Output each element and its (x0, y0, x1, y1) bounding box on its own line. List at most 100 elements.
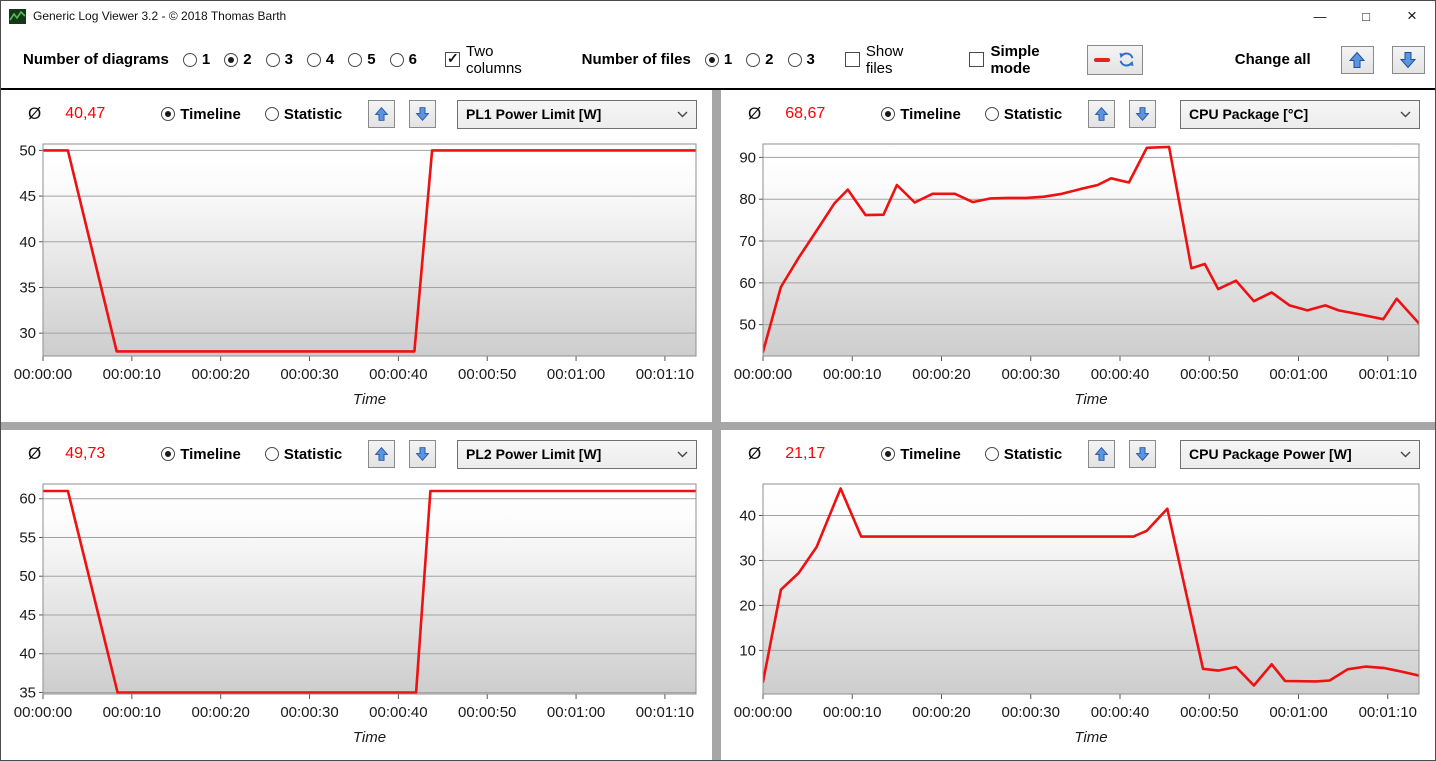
svg-text:00:01:00: 00:01:00 (547, 366, 605, 383)
svg-text:60: 60 (739, 275, 756, 292)
svg-text:00:00:20: 00:00:20 (191, 366, 249, 383)
move-up-button[interactable] (368, 440, 396, 468)
svg-text:00:01:10: 00:01:10 (636, 704, 694, 721)
metric-select-value: PL2 Power Limit [W] (466, 446, 602, 462)
diagram-count-option-4[interactable]: 4 (306, 51, 334, 68)
radio-label: Statistic (283, 445, 343, 463)
svg-text:00:00:00: 00:00:00 (14, 704, 72, 721)
metric-select[interactable]: CPU Package Power [W] (1180, 439, 1420, 469)
file-count-radio-group: 1 2 3 (691, 51, 815, 68)
chevron-down-icon (677, 451, 688, 457)
metric-select[interactable]: PL2 Power Limit [W] (457, 439, 697, 469)
svg-text:55: 55 (19, 529, 36, 546)
window-title: Generic Log Viewer 3.2 - © 2018 Thomas B… (33, 9, 287, 23)
line-style-refresh-button[interactable] (1087, 44, 1143, 75)
diagram-count-option-2[interactable]: 2 (224, 51, 252, 68)
horizontal-divider (1, 422, 1435, 430)
panel-header: Ø 40,47 Timeline Statistic PL1 Power Limit [… (1, 90, 712, 138)
timeline-radio[interactable]: Timeline (881, 106, 961, 123)
file-count-option-2[interactable]: 2 (746, 51, 774, 68)
radio-icon (746, 52, 761, 67)
svg-text:00:00:50: 00:00:50 (458, 704, 516, 721)
svg-text:40: 40 (19, 646, 36, 663)
file-count-option-1[interactable]: 1 (704, 51, 732, 68)
svg-text:00:00:10: 00:00:10 (823, 366, 881, 383)
chart-plot: 10 20 30 40 00:00:00 00:00:10 00:00:20 00:00:30… (734, 483, 1420, 746)
statistic-radio[interactable]: Statistic (984, 106, 1062, 123)
down-arrow-icon (1135, 107, 1150, 122)
move-down-button[interactable] (1129, 100, 1157, 128)
refresh-icon (1119, 52, 1134, 67)
simple-mode-checkbox[interactable]: Simple mode (969, 43, 1071, 77)
move-down-button[interactable] (409, 440, 437, 468)
chart-area: 30 35 40 45 50 00:00:00 00:00:10 00:00:20 00:00:… (1, 138, 712, 422)
svg-text:00:00:10: 00:00:10 (103, 366, 161, 383)
move-down-button[interactable] (409, 100, 437, 128)
metric-select[interactable]: PL1 Power Limit [W] (457, 99, 697, 129)
radio-icon (224, 52, 239, 67)
timeline-radio[interactable]: Timeline (881, 446, 961, 463)
radio-option-label: 1 (201, 51, 211, 68)
svg-text:45: 45 (19, 188, 36, 205)
radio-label: Timeline (180, 445, 241, 463)
number-of-diagrams-label: Number of diagrams (23, 51, 169, 68)
move-up-button[interactable] (1088, 100, 1116, 128)
statistic-radio[interactable]: Statistic (264, 445, 343, 463)
change-all-up-button[interactable] (1340, 45, 1374, 74)
svg-text:00:00:10: 00:00:10 (823, 704, 881, 721)
average-symbol: Ø (28, 444, 42, 463)
average-symbol: Ø (748, 104, 762, 123)
close-button[interactable]: × (1407, 6, 1417, 25)
svg-text:20: 20 (739, 597, 756, 614)
svg-text:00:01:00: 00:01:00 (1269, 366, 1327, 383)
svg-text:00:01:00: 00:01:00 (1269, 704, 1327, 721)
diagram-count-option-5[interactable]: 5 (348, 51, 376, 68)
down-arrow-icon (1400, 51, 1417, 68)
svg-text:00:00:00: 00:00:00 (14, 366, 72, 383)
diagram-count-option-6[interactable]: 6 (389, 51, 417, 68)
diagram-count-radio-group: 1 2 3 4 5 6 (169, 51, 417, 68)
radio-label: Timeline (900, 105, 961, 123)
x-axis-label: Time (353, 729, 386, 746)
file-count-option-3[interactable]: 3 (787, 51, 815, 68)
two-columns-checkbox[interactable]: Two columns (444, 43, 542, 77)
chevron-down-icon (1400, 111, 1411, 117)
down-arrow-icon (1135, 447, 1150, 462)
svg-text:70: 70 (739, 233, 756, 250)
chart-area: 50 60 70 80 90 00:00:00 00:00:10 00:00:20 00:00:… (721, 138, 1435, 422)
timeline-radio[interactable]: Timeline (161, 446, 241, 463)
svg-text:00:00:50: 00:00:50 (1180, 704, 1238, 721)
diagram-count-option-3[interactable]: 3 (265, 51, 293, 68)
diagram-count-option-1[interactable]: 1 (182, 51, 211, 68)
svg-text:00:00:50: 00:00:50 (458, 366, 516, 383)
simple-mode-label: Simple mode (990, 42, 1040, 77)
move-up-button[interactable] (1088, 440, 1116, 468)
statistic-radio[interactable]: Statistic (984, 446, 1062, 463)
move-up-button[interactable] (368, 100, 396, 128)
statistic-radio[interactable]: Statistic (264, 106, 342, 123)
svg-text:50: 50 (19, 568, 36, 585)
metric-select[interactable]: CPU Package [°C] (1180, 99, 1420, 129)
change-all-label: Change all (1234, 51, 1311, 68)
svg-text:35: 35 (19, 279, 36, 296)
app-icon (9, 8, 26, 24)
show-files-checkbox[interactable]: Show files (844, 43, 925, 77)
minimize-button[interactable]: — (1313, 8, 1327, 24)
toolbar: Number of diagrams 1 2 3 4 5 6 Two columns Nu… (1, 31, 1435, 90)
svg-text:80: 80 (739, 191, 756, 208)
svg-text:00:00:00: 00:00:00 (734, 704, 792, 721)
panel-header: Ø 21,17 Timeline Statistic CPU Package Power… (721, 430, 1435, 478)
move-down-button[interactable] (1129, 440, 1157, 468)
radio-icon (306, 52, 321, 67)
svg-text:00:00:30: 00:00:30 (280, 366, 338, 383)
up-arrow-icon (1349, 51, 1366, 68)
vertical-divider-bottom (712, 430, 721, 760)
maximize-button[interactable]: □ (1362, 8, 1370, 24)
x-axis-label: Time (353, 391, 386, 408)
svg-text:00:00:40: 00:00:40 (1091, 366, 1149, 383)
change-all-down-button[interactable] (1391, 45, 1425, 74)
svg-text:00:00:20: 00:00:20 (191, 704, 249, 721)
radio-option-label: 3 (284, 51, 293, 68)
timeline-radio[interactable]: Timeline (161, 106, 241, 123)
radio-option-label: 2 (243, 51, 252, 68)
